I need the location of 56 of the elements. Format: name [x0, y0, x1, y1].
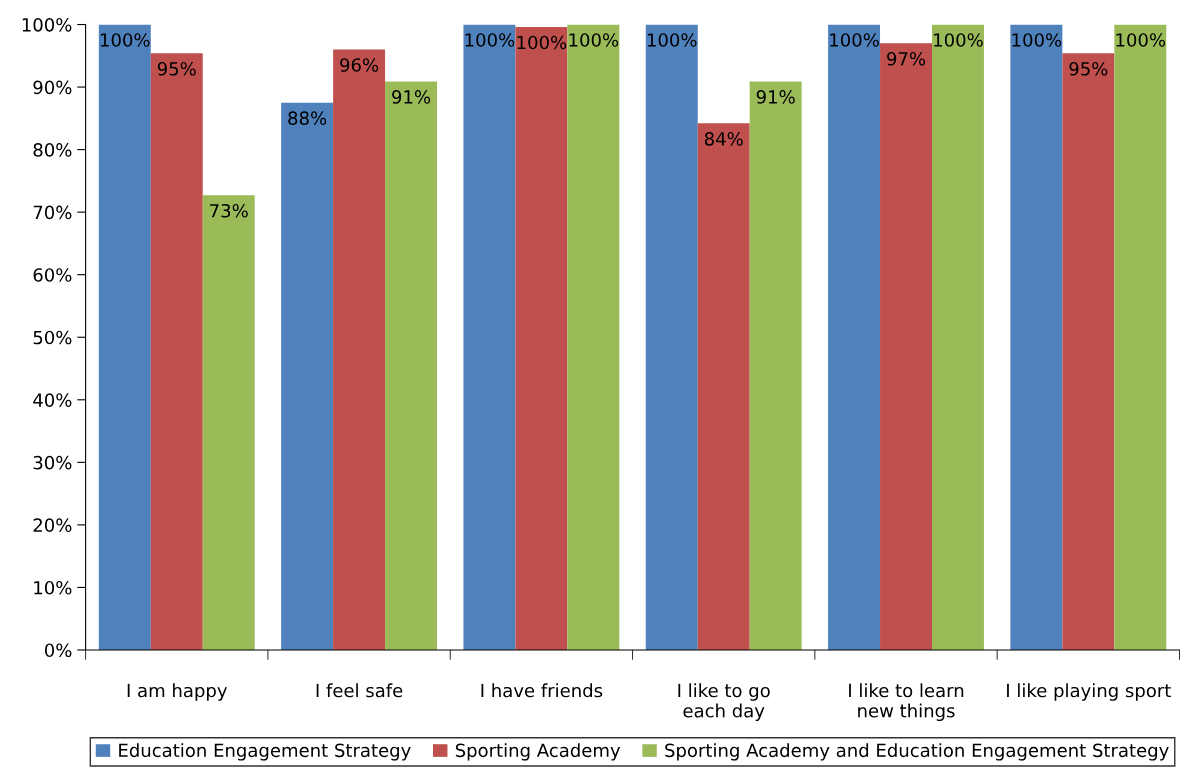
y-tick-label: 30% [33, 455, 72, 470]
y-tick-label: 0% [44, 643, 72, 658]
x-tick-label: I am happy [127, 683, 228, 701]
bar [202, 195, 255, 650]
bar [1010, 24, 1063, 650]
bar [567, 24, 620, 650]
x-tick-label: I have friends [481, 683, 603, 698]
data-label: 95% [1069, 61, 1108, 76]
legend-label: Sporting Academy and Education Engagement Strategy [665, 743, 1169, 761]
data-label: 84% [704, 132, 743, 146]
y-tick-label: 100% [22, 17, 72, 32]
y-tick-label: 90% [33, 80, 72, 95]
y-tick-label: 80% [33, 143, 72, 157]
bar [880, 43, 932, 650]
data-label: 100% [465, 33, 515, 47]
bar [385, 81, 438, 650]
data-label: 73% [210, 203, 248, 218]
bar [749, 81, 802, 650]
x-tick-label: I feel safe [316, 683, 403, 698]
data-label: 100% [1116, 33, 1166, 47]
data-label: 88% [288, 111, 327, 126]
y-tick-label: 10% [34, 580, 72, 595]
data-label: 100% [569, 33, 619, 47]
y-tick-label: 70% [33, 205, 72, 220]
data-label: 100% [1012, 33, 1062, 47]
data-label: 100% [517, 35, 567, 50]
y-tick-label: 40% [33, 393, 72, 407]
y-tick-label: 50% [33, 330, 72, 345]
bar [697, 123, 750, 650]
bar [333, 49, 386, 650]
bar [645, 24, 698, 650]
bar [281, 102, 334, 650]
data-label: 97% [887, 51, 926, 66]
data-label: 96% [340, 58, 379, 72]
data-label: 100% [830, 33, 879, 47]
x-tick-label: I like to learn new things [849, 683, 964, 721]
data-label: 100% [647, 33, 697, 47]
data-label: 95% [157, 61, 196, 76]
bar [98, 24, 151, 650]
bar [828, 24, 881, 650]
bar [515, 27, 568, 650]
y-tick-label: 20% [33, 518, 72, 532]
data-label: 91% [756, 90, 795, 104]
bar [150, 53, 203, 650]
bar [463, 24, 516, 650]
data-label: 91% [392, 90, 431, 104]
data-label: 100% [934, 33, 983, 47]
bar [1114, 24, 1167, 650]
y-tick-label: 60% [33, 268, 72, 282]
bar [1062, 53, 1115, 650]
x-tick-label: I like playing sport [1007, 683, 1171, 701]
bar [932, 24, 984, 650]
legend-label: Sporting Academy [455, 743, 621, 761]
data-label: 100% [100, 33, 150, 47]
x-tick-label: I like to go each day [678, 683, 770, 721]
legend-label: Education Engagement Strategy [119, 743, 411, 761]
